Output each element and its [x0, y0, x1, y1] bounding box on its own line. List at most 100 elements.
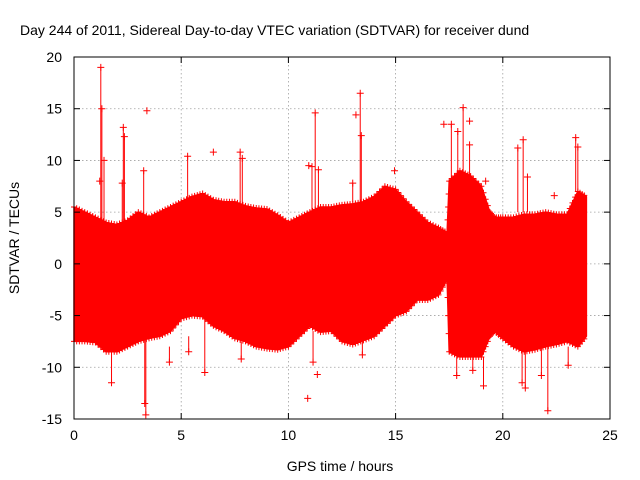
data-point — [79, 207, 86, 214]
data-point — [406, 305, 412, 312]
data-point — [381, 322, 388, 329]
x-axis-label: GPS time / hours — [287, 458, 394, 474]
data-point — [384, 320, 391, 327]
data-point — [135, 209, 142, 216]
data-point — [572, 134, 580, 142]
data-point — [389, 185, 396, 192]
data-point — [172, 321, 179, 328]
data-point — [201, 368, 209, 376]
data-point — [518, 379, 526, 387]
data-point — [178, 198, 185, 205]
data-point — [561, 339, 568, 346]
data-point — [124, 343, 131, 350]
data-point — [392, 186, 399, 193]
data-point — [341, 339, 348, 346]
data-point — [76, 206, 83, 213]
data-point — [446, 348, 453, 355]
data-point — [146, 214, 153, 221]
axis-ticks: 0 5 10 15 20 25 -15 -10 -5 0 5 10 15 20 — [42, 49, 618, 443]
data-point — [574, 143, 582, 151]
data-point — [352, 200, 359, 207]
data-point — [448, 350, 455, 357]
data-point — [414, 209, 421, 216]
data-point — [231, 198, 238, 205]
data-point — [81, 209, 88, 216]
data-point — [282, 344, 289, 351]
data-point — [349, 200, 356, 207]
data-point — [400, 309, 407, 316]
data-point — [440, 120, 448, 128]
data-point — [305, 162, 313, 170]
data-point — [534, 210, 541, 217]
data-point — [118, 179, 126, 187]
data-point — [296, 214, 303, 221]
data-point — [480, 189, 487, 196]
data-point — [387, 184, 394, 191]
data-point — [572, 194, 579, 201]
data-point — [293, 335, 300, 342]
data-point — [424, 219, 431, 226]
data-point — [363, 197, 370, 204]
data-point — [473, 178, 479, 185]
data-point — [459, 169, 466, 176]
data-point — [309, 207, 316, 214]
data-point — [408, 302, 415, 309]
data-point — [444, 216, 451, 223]
data-point — [411, 206, 418, 213]
data-point — [397, 192, 404, 199]
data-point — [156, 209, 163, 216]
data-point — [347, 340, 354, 347]
data-point — [261, 345, 268, 352]
data-point — [245, 339, 252, 346]
data-point — [470, 175, 477, 182]
data-point — [445, 191, 452, 198]
data-point — [376, 328, 383, 335]
data-point — [285, 219, 292, 226]
data-point — [113, 221, 120, 228]
data-point — [581, 192, 588, 199]
data-point — [445, 330, 452, 337]
data-point — [395, 311, 402, 318]
data-point — [288, 341, 295, 348]
data-point — [553, 341, 560, 348]
data-point — [97, 63, 105, 71]
data-point — [430, 294, 437, 301]
data-series — [71, 63, 588, 419]
x-tick-label: 15 — [388, 427, 404, 443]
data-point — [245, 203, 252, 210]
data-point — [519, 136, 527, 144]
data-point — [344, 339, 351, 346]
data-point — [159, 331, 166, 338]
data-point — [371, 333, 378, 340]
data-point — [247, 341, 254, 348]
data-point — [237, 336, 244, 343]
data-point — [234, 336, 241, 343]
data-point — [218, 326, 225, 333]
data-point — [98, 105, 106, 113]
data-point — [151, 211, 158, 218]
data-point — [250, 342, 257, 349]
data-point — [183, 314, 190, 321]
data-point — [427, 220, 434, 227]
data-point — [403, 198, 410, 205]
data-point — [513, 344, 520, 351]
data-point — [311, 109, 319, 117]
data-point — [143, 213, 150, 220]
data-point — [250, 204, 257, 211]
data-point — [526, 347, 533, 354]
data-point — [96, 177, 104, 185]
data-point — [368, 194, 375, 201]
data-point — [564, 338, 571, 345]
data-point — [330, 330, 337, 337]
data-point — [183, 196, 190, 203]
data-point — [87, 211, 94, 218]
data-point — [403, 308, 410, 315]
data-point — [482, 177, 490, 185]
data-point — [523, 173, 531, 181]
data-point — [304, 394, 312, 402]
data-point — [480, 382, 488, 390]
data-point — [167, 328, 174, 335]
data-point — [355, 199, 362, 206]
data-point — [482, 343, 489, 350]
data-point — [336, 335, 343, 342]
